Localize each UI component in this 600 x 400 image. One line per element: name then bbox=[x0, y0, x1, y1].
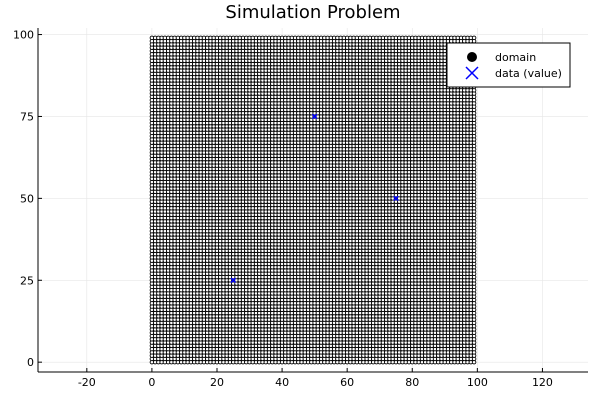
domain-series bbox=[149, 35, 477, 365]
chart-title: Simulation Problem bbox=[225, 2, 400, 23]
